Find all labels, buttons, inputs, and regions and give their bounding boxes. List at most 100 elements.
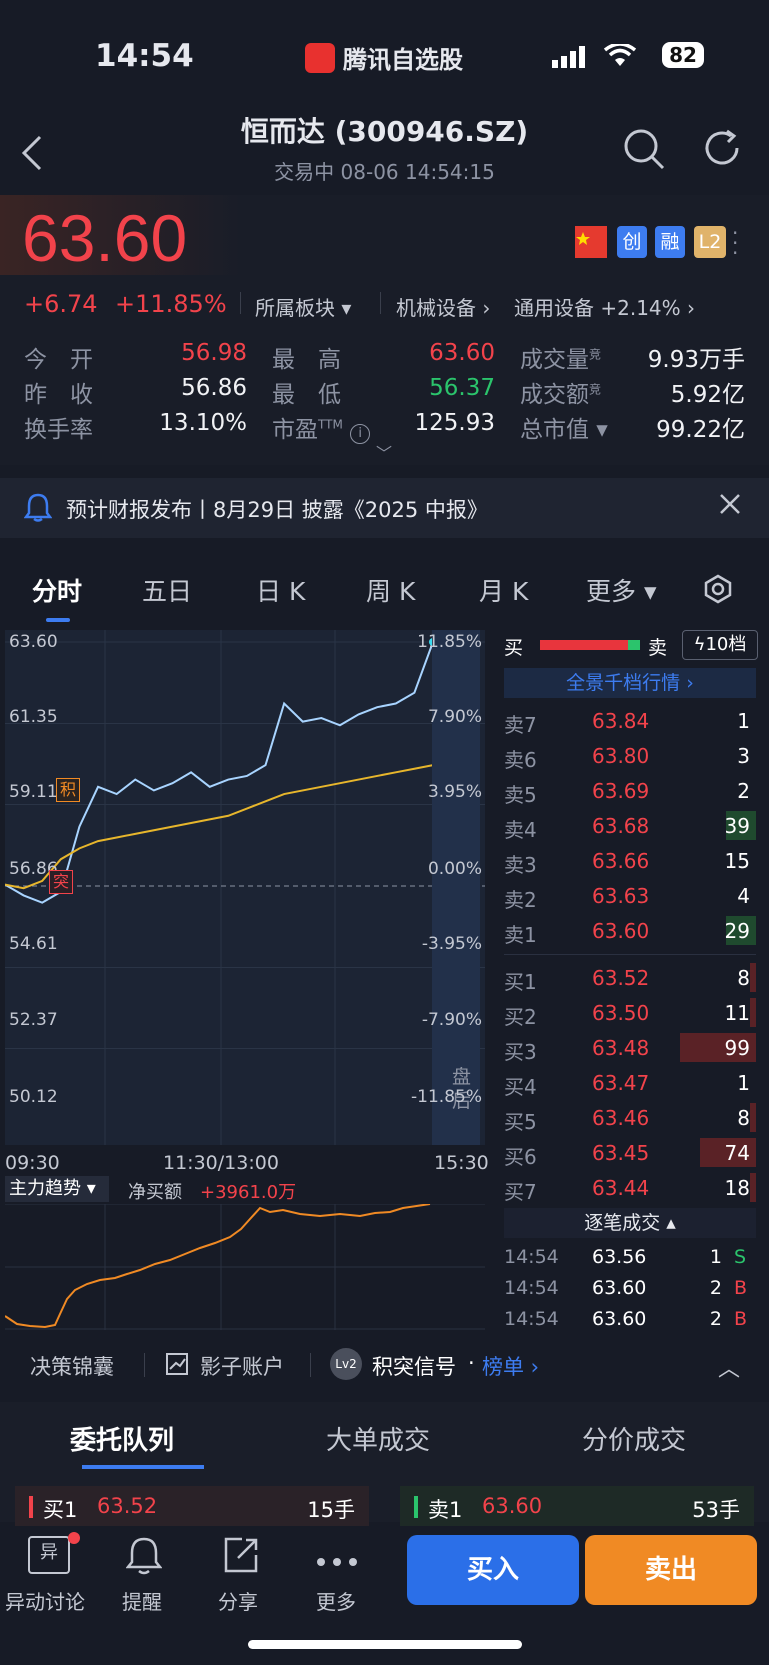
high-label: 最 高 [272, 347, 341, 373]
queue-buy-price: 63.52 [97, 1494, 158, 1518]
tab-order-queue[interactable]: 委托队列 [70, 1426, 175, 1456]
back-icon[interactable] [20, 135, 44, 175]
low-label: 最 低 [272, 382, 341, 408]
y-axis-pct-label: -11.85% [411, 1087, 482, 1107]
level-qty: 29 [724, 919, 750, 943]
bid-row[interactable]: 买2 63.50 11 [504, 995, 756, 1030]
ask-row[interactable]: 卖5 63.69 2 [504, 773, 756, 808]
level-label: 买3 [504, 1040, 537, 1064]
nav-discussion[interactable]: 异动讨论 [5, 1590, 85, 1614]
intraday-chart[interactable] [4, 630, 485, 1145]
tab-five-day[interactable]: 五日 [142, 577, 193, 606]
tab-big-trades[interactable]: 大单成交 [326, 1426, 431, 1456]
bell-nav-icon [125, 1536, 163, 1580]
tab-weekly-k[interactable]: 周 K [366, 577, 416, 606]
bell-icon [23, 492, 53, 526]
low-value: 56.37 [429, 375, 495, 401]
tab-monthly-k[interactable]: 月 K [479, 577, 529, 606]
levels-button[interactable]: ϟ10档 [682, 630, 758, 660]
earnings-notice[interactable]: 预计财报发布丨8月29日 披露《2025 中报》 [0, 478, 769, 538]
price-change: +6.74 [24, 290, 98, 318]
refresh-icon[interactable] [703, 128, 743, 172]
level-label: 买2 [504, 1005, 537, 1029]
bid-row[interactable]: 买1 63.52 8 [504, 960, 756, 995]
bid-list: 买1 63.52 8 买2 63.50 11 买3 63.48 99 买4 63… [504, 960, 756, 1205]
panorama-link[interactable]: 全景千档行情 › [504, 668, 756, 698]
decision-link[interactable]: 决策锦囊 [30, 1355, 114, 1379]
tu-signal-mark[interactable]: 突 [49, 870, 73, 894]
nav-remind[interactable]: 提醒 [122, 1590, 162, 1614]
nav-more[interactable]: 更多 [316, 1590, 356, 1614]
ask-row[interactable]: 卖7 63.84 1 [504, 703, 756, 738]
tab-more[interactable]: 更多 ▾ [586, 577, 657, 606]
level-qty: 2 [737, 779, 750, 803]
ask-row[interactable]: 卖2 63.63 4 [504, 878, 756, 913]
level-label: 卖7 [504, 713, 537, 737]
chinext-badge: 创 [617, 226, 647, 258]
level-price: 63.80 [592, 744, 650, 768]
nav-share[interactable]: 分享 [218, 1590, 258, 1614]
queue-tab-indicator [82, 1465, 204, 1469]
tab-intraday[interactable]: 分时 [32, 577, 83, 606]
turnover-value: 13.10% [159, 410, 247, 436]
volume-bar [726, 811, 756, 840]
tick-trades-header[interactable]: 逐笔成交 ▴ [504, 1208, 756, 1238]
queue-sell-row: 卖1 63.60 53手 [400, 1486, 754, 1526]
sector-dropdown[interactable]: 所属板块 ▾ [255, 292, 351, 321]
net-buy-label: 净买额 [128, 1182, 182, 1203]
y-axis-price-label: 59.11 [9, 782, 58, 802]
level-label: 卖2 [504, 888, 537, 912]
bid-row[interactable]: 买5 63.46 8 [504, 1100, 756, 1135]
level-qty: 1 [737, 709, 750, 733]
dot-separator: · [468, 1351, 475, 1375]
collapse-chevron-icon[interactable]: ︿ [718, 1357, 741, 1382]
amount-value: 5.92亿 [670, 382, 745, 408]
tick-time: 14:54 [504, 1277, 559, 1299]
trend-dropdown[interactable]: 主力趋势 ▾ [5, 1176, 109, 1202]
bid-row[interactable]: 买3 63.48 99 [504, 1030, 756, 1065]
buy-button[interactable]: 买入 [407, 1535, 579, 1605]
trend-chart [4, 1203, 485, 1330]
sell-marker [414, 1496, 418, 1518]
market-cap-value: 99.22亿 [656, 417, 745, 443]
level-label: 卖1 [504, 923, 537, 947]
sector-link-1[interactable]: 机械设备 › [396, 292, 490, 321]
shadow-account-link[interactable]: 影子账户 [200, 1355, 284, 1379]
level-price: 63.84 [592, 709, 650, 733]
divider [380, 292, 381, 314]
ask-row[interactable]: 卖3 63.66 15 [504, 843, 756, 878]
sell-button[interactable]: 卖出 [585, 1535, 757, 1605]
bid-row[interactable]: 买6 63.45 74 [504, 1135, 756, 1170]
info-icon[interactable]: i [350, 424, 371, 444]
pe-value: 125.93 [414, 410, 495, 436]
tab-price-trades[interactable]: 分价成交 [582, 1426, 687, 1456]
sector-link-2[interactable]: 通用设备 +2.14% › [514, 292, 695, 321]
tick-row: 14:54 63.60 2 B [504, 1273, 756, 1304]
level-price: 63.47 [592, 1071, 650, 1095]
more-dots-icon[interactable]: · · · [732, 221, 739, 265]
volume-bar [750, 1173, 756, 1202]
divider [144, 1353, 145, 1377]
chevron-right-icon: › [687, 296, 696, 320]
level-price: 63.44 [592, 1176, 650, 1200]
level-qty: 3 [737, 744, 750, 768]
ask-list: 卖7 63.84 1 卖6 63.80 3 卖5 63.69 2 卖4 63.6… [504, 703, 756, 948]
ask-row[interactable]: 卖1 63.60 29 [504, 913, 756, 948]
y-axis-price-label: 52.37 [9, 1010, 58, 1030]
bid-row[interactable]: 买4 63.47 1 [504, 1065, 756, 1100]
expand-chevron-icon[interactable]: ﹀ [376, 444, 393, 463]
tab-daily-k[interactable]: 日 K [256, 577, 306, 606]
ask-row[interactable]: 卖6 63.80 3 [504, 738, 756, 773]
market-cap-dropdown[interactable]: 总市值 ▾ [520, 417, 608, 443]
close-icon[interactable] [718, 492, 742, 520]
search-icon[interactable] [623, 128, 665, 174]
rank-link[interactable]: 榜单 › [482, 1355, 540, 1379]
volume-bar [680, 1033, 756, 1062]
volume-bar [750, 963, 756, 992]
signal-label[interactable]: 积突信号 [372, 1355, 456, 1379]
ask-row[interactable]: 卖4 63.68 39 [504, 808, 756, 843]
ji-signal-mark[interactable]: 积 [56, 778, 80, 802]
tick-qty: 2 [709, 1277, 722, 1299]
settings-icon[interactable] [703, 574, 733, 608]
bid-row[interactable]: 买7 63.44 18 [504, 1170, 756, 1205]
